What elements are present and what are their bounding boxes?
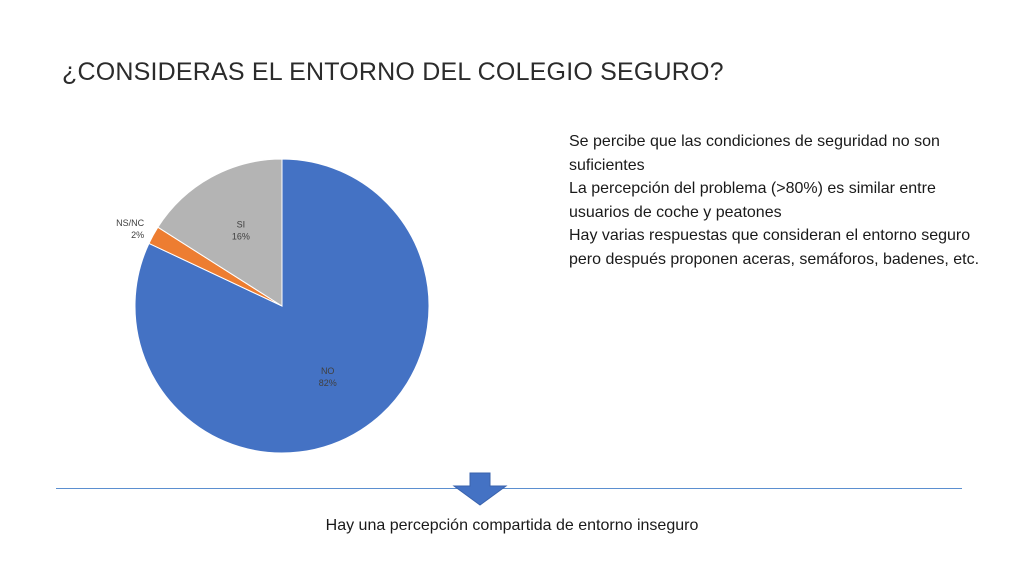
note-2: La percepción del problema (>80%) es sim… xyxy=(569,180,936,221)
divider-line xyxy=(56,488,962,489)
down-arrow-icon xyxy=(452,472,508,506)
pie-label-no: NO 82% xyxy=(319,366,337,388)
pie-label-ns-nc: NS/NC 2% xyxy=(116,218,145,240)
pie-slice-si xyxy=(157,158,283,307)
pie-labels: NO 82% NS/NC 2% SI 16% xyxy=(116,218,337,388)
note-3: Hay varias respuestas que consideran el … xyxy=(569,227,980,268)
notes-block: Se percibe que las condiciones de seguri… xyxy=(569,130,989,271)
note-1: Se percibe que las condiciones de seguri… xyxy=(569,133,940,174)
conclusion-text: Hay una percepción compartida de entorno… xyxy=(325,517,699,534)
pie-label-si: SI 16% xyxy=(232,219,250,241)
slide-title: ¿CONSIDERAS EL ENTORNO DEL COLEGIO SEGUR… xyxy=(62,58,724,86)
pie-slices xyxy=(134,158,430,454)
